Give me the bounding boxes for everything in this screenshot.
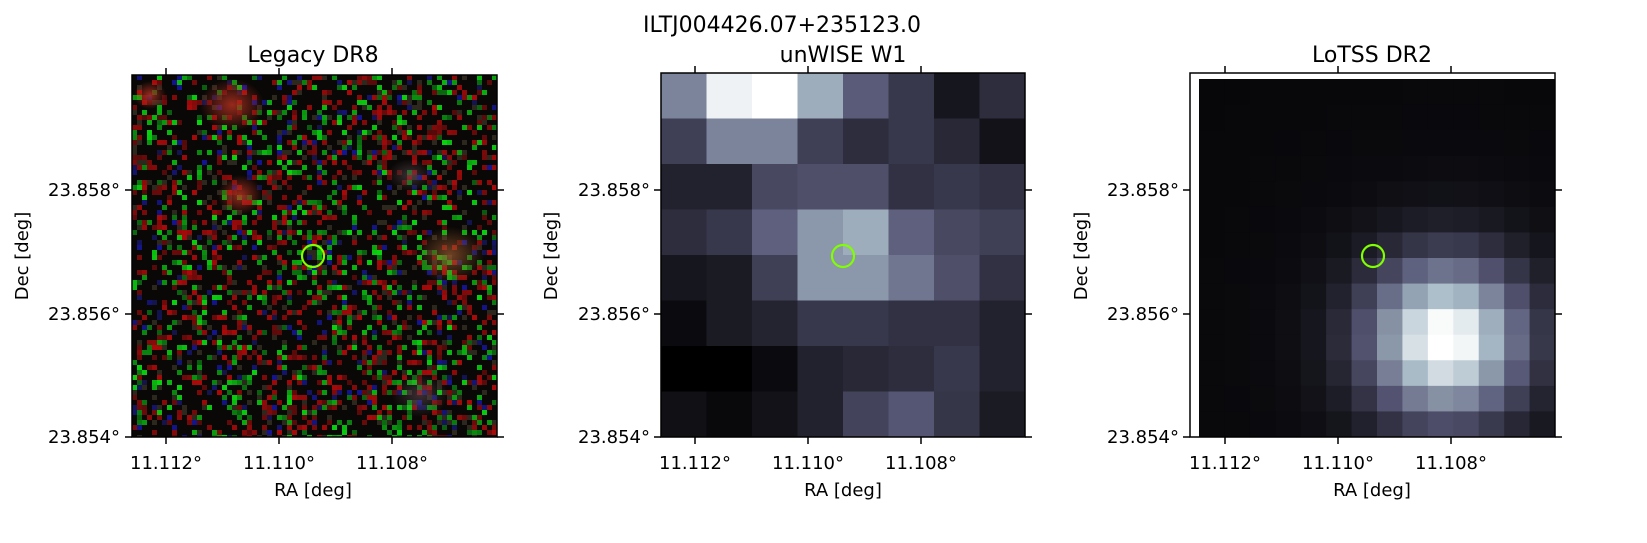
image-lotss-dr2 bbox=[1199, 79, 1556, 438]
target-marker bbox=[1360, 243, 1386, 269]
panel-title: Legacy DR8 bbox=[247, 43, 378, 68]
y-tick-label: 23.856° bbox=[578, 304, 650, 325]
x-tick-label: 11.110° bbox=[772, 453, 844, 474]
y-tick-label: 23.856° bbox=[1107, 304, 1179, 325]
y-tick-label: 23.856° bbox=[48, 304, 120, 325]
x-axis-label: RA [deg] bbox=[274, 480, 352, 501]
y-tick-label: 23.858° bbox=[48, 180, 120, 201]
tick-marks bbox=[125, 68, 504, 444]
image-legacy-dr8 bbox=[132, 75, 497, 437]
y-axis-label: Dec [deg] bbox=[1071, 212, 1092, 301]
target-marker bbox=[830, 243, 856, 269]
axes-frame bbox=[1189, 72, 1556, 438]
panel-title: LoTSS DR2 bbox=[1312, 43, 1432, 68]
x-axis-label: RA [deg] bbox=[1333, 480, 1411, 501]
target-marker bbox=[300, 243, 326, 269]
axes-frame bbox=[660, 72, 1026, 438]
x-tick-label: 11.108° bbox=[356, 453, 428, 474]
y-axis-label: Dec [deg] bbox=[12, 212, 33, 301]
y-tick-label: 23.854° bbox=[578, 427, 650, 448]
panel-legacy-dr8: Legacy DR8 11.112° 11.110° 11.108° 23.85… bbox=[12, 43, 504, 501]
y-tick-label: 23.858° bbox=[1107, 180, 1179, 201]
y-axis-label: Dec [deg] bbox=[541, 212, 562, 301]
x-tick-label: 11.108° bbox=[1415, 453, 1487, 474]
y-tick-label: 23.854° bbox=[48, 427, 120, 448]
y-tick-label: 23.858° bbox=[578, 180, 650, 201]
tick-marks bbox=[654, 66, 1032, 444]
x-tick-label: 11.112° bbox=[659, 453, 731, 474]
x-tick-label: 11.110° bbox=[1302, 453, 1374, 474]
x-tick-label: 11.110° bbox=[243, 453, 315, 474]
panel-lotss-dr2: LoTSS DR2 11.112° 11.110° 11.108° 23.858… bbox=[1071, 43, 1562, 501]
x-tick-label: 11.108° bbox=[885, 453, 957, 474]
image-unwise-w1 bbox=[661, 73, 1026, 438]
x-tick-label: 11.112° bbox=[1189, 453, 1261, 474]
y-tick-label: 23.854° bbox=[1107, 427, 1179, 448]
panel-title: unWISE W1 bbox=[780, 43, 907, 68]
panel-unwise-w1: unWISE W1 11.112° 11.110° 11.108° 23.858… bbox=[541, 43, 1032, 501]
axes-frame bbox=[131, 74, 498, 438]
x-tick-label: 11.112° bbox=[130, 453, 202, 474]
tick-marks bbox=[1183, 66, 1562, 444]
figure-suptitle: ILTJ004426.07+235123.0 bbox=[643, 13, 921, 38]
x-axis-label: RA [deg] bbox=[804, 480, 882, 501]
